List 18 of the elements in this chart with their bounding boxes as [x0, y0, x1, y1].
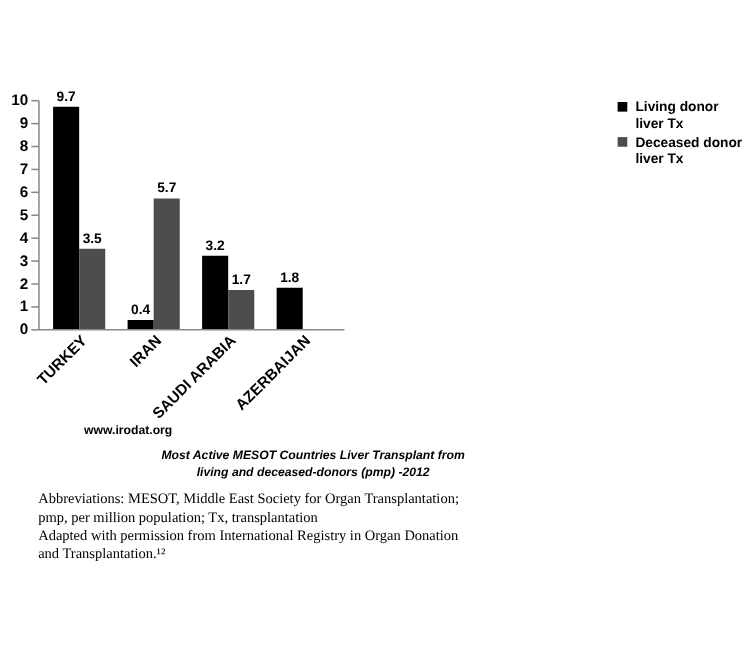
y-tick-label: 1 — [19, 297, 30, 316]
y-tick-label: 3 — [19, 251, 29, 270]
y-tick-label: 4 — [19, 228, 30, 247]
y-tick-label: 8 — [19, 137, 29, 156]
bar — [276, 287, 303, 330]
bar — [153, 198, 180, 330]
bar — [79, 248, 106, 330]
y-tick-label: 2 — [19, 274, 29, 293]
bar — [228, 290, 255, 330]
y-tick-label: 7 — [19, 160, 29, 179]
bar — [53, 106, 80, 330]
y-tick-label: 5 — [19, 205, 30, 224]
bar — [202, 255, 229, 330]
y-tick-label: 6 — [19, 182, 29, 201]
y-tick-label: 10 — [11, 91, 29, 110]
y-tick-label: 9 — [19, 114, 29, 133]
y-tick-label: 0 — [19, 320, 29, 339]
bar — [127, 319, 154, 330]
